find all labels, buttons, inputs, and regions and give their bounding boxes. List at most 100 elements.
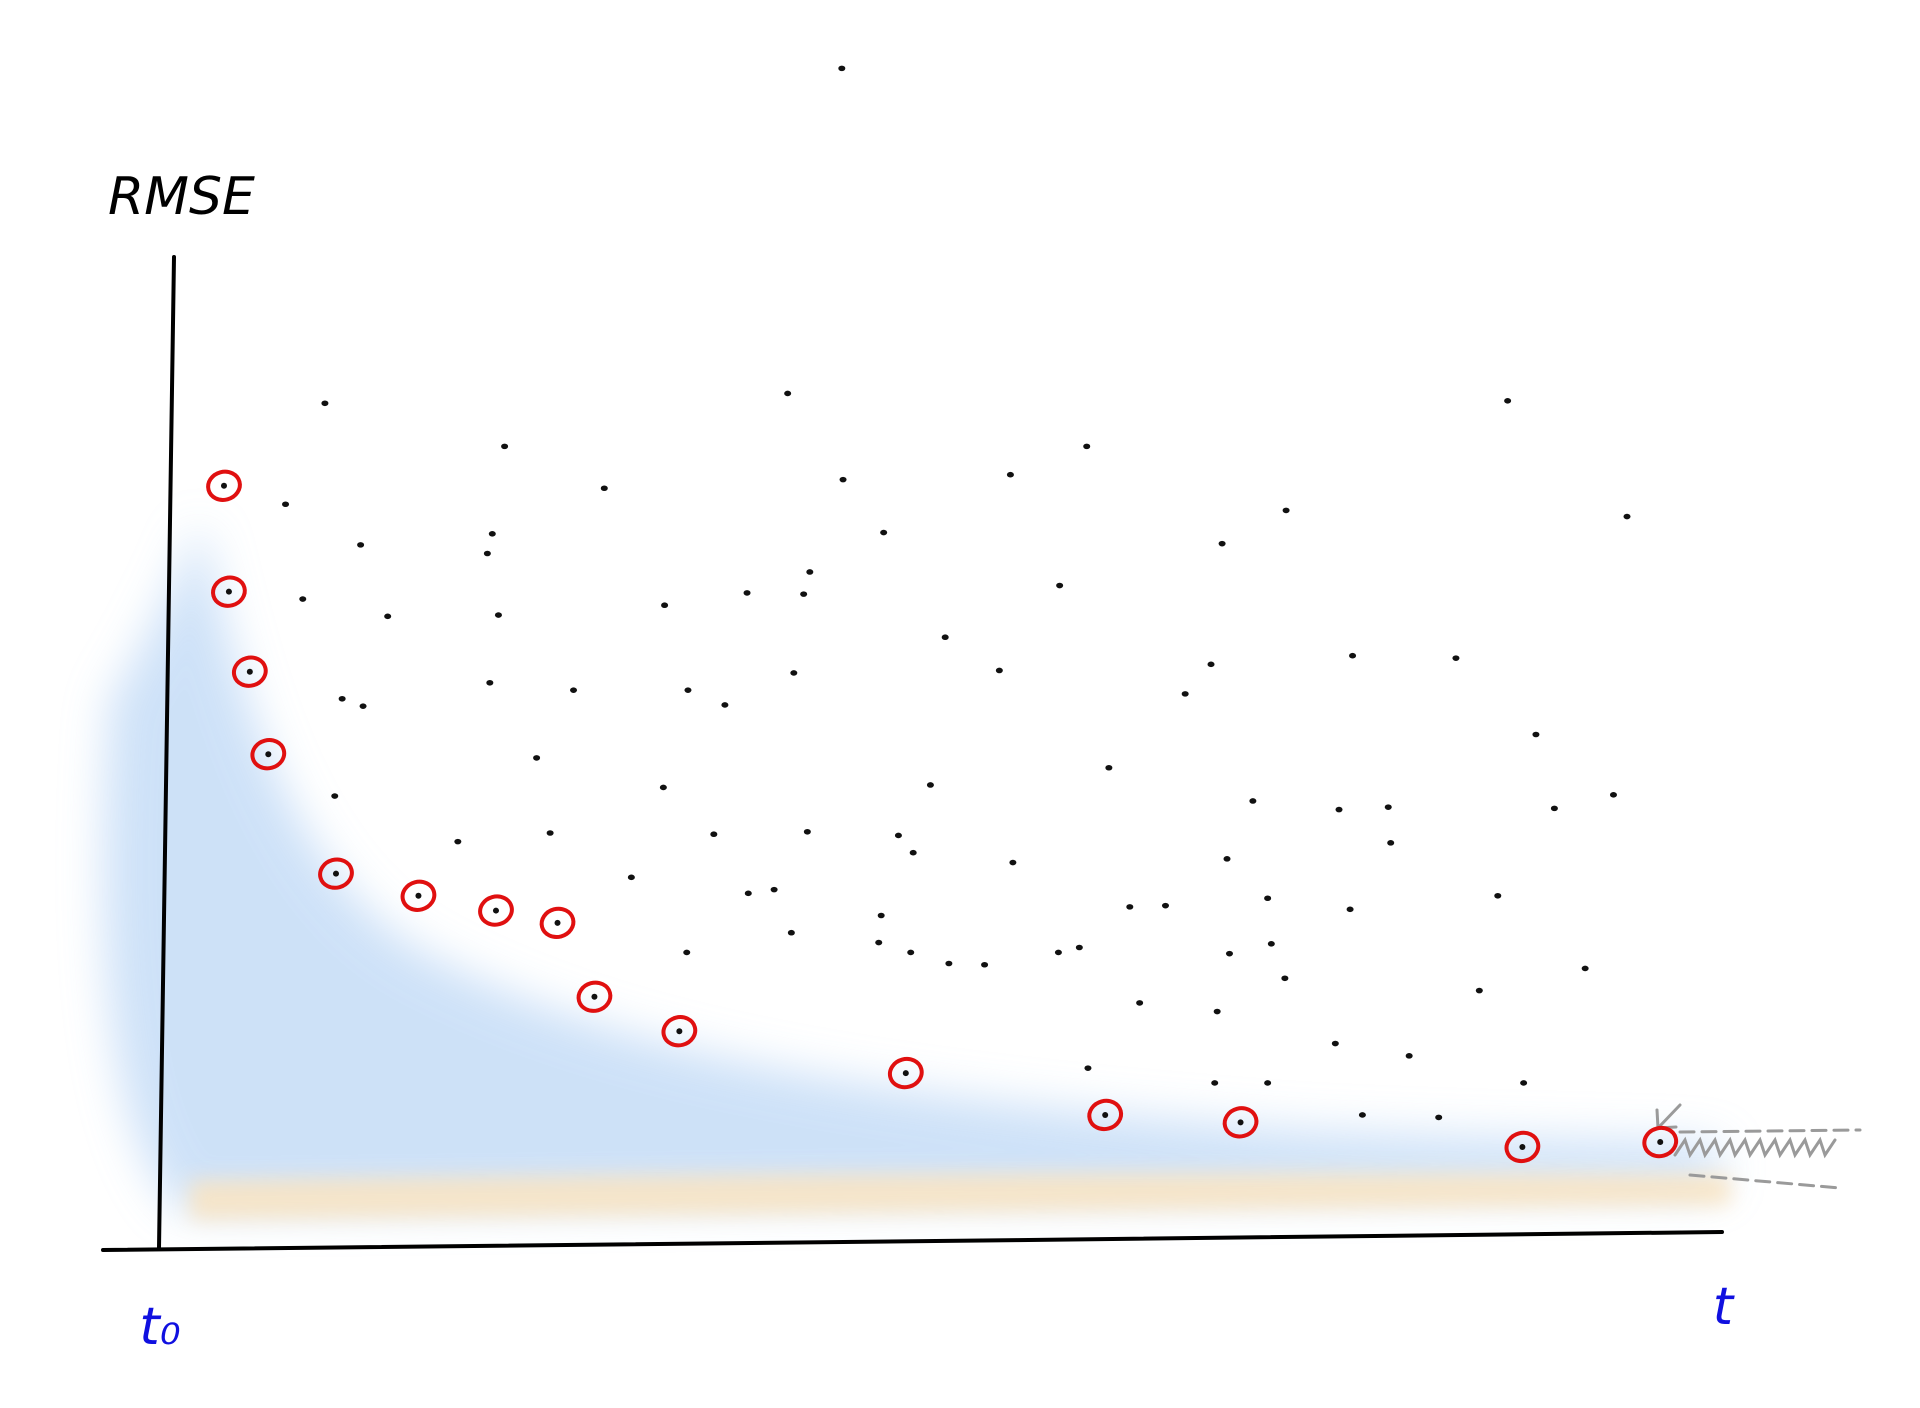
background-wash <box>103 520 1730 1220</box>
point <box>1161 902 1169 909</box>
point <box>839 476 847 483</box>
point <box>1405 1053 1413 1059</box>
point <box>338 695 346 702</box>
circled-point <box>1222 1106 1259 1139</box>
circled-point <box>576 980 613 1013</box>
point <box>945 960 953 967</box>
point-center <box>246 668 253 675</box>
point <box>546 830 554 836</box>
point-center <box>492 907 499 914</box>
point <box>1346 906 1354 913</box>
point <box>627 874 635 881</box>
point <box>710 831 718 838</box>
point <box>1335 806 1343 813</box>
circled-point <box>318 857 354 890</box>
point <box>1609 792 1617 798</box>
point-center <box>265 751 272 758</box>
point-center <box>1237 1119 1244 1126</box>
point <box>1384 804 1392 810</box>
point <box>488 531 496 537</box>
circled-point <box>211 575 247 608</box>
circled-point <box>400 879 437 912</box>
point-center <box>332 870 339 877</box>
point <box>743 590 751 596</box>
point <box>1331 1040 1339 1047</box>
point <box>501 443 509 450</box>
point-center <box>591 993 598 1000</box>
circled-point <box>1087 1098 1124 1132</box>
point-center <box>1519 1143 1526 1150</box>
point <box>1623 513 1631 520</box>
point <box>995 667 1003 674</box>
point <box>721 702 729 708</box>
point <box>790 670 798 676</box>
point <box>321 400 329 407</box>
point <box>299 596 307 602</box>
point <box>1009 859 1017 866</box>
point <box>1213 1008 1221 1015</box>
circled-point <box>539 906 576 940</box>
point <box>744 890 752 897</box>
point <box>1181 691 1189 697</box>
axes <box>101 255 1724 1252</box>
point <box>1281 975 1289 982</box>
circled-point <box>1504 1130 1541 1164</box>
x-axis <box>101 1230 1724 1252</box>
point <box>894 832 902 839</box>
point <box>494 612 502 618</box>
point <box>1084 1065 1092 1071</box>
point <box>1056 582 1064 589</box>
point <box>1264 1080 1272 1086</box>
point-center <box>1102 1111 1109 1118</box>
point <box>909 849 917 856</box>
point <box>1504 398 1512 404</box>
point-center <box>554 919 561 926</box>
point <box>357 542 365 548</box>
point <box>1105 764 1113 771</box>
point <box>877 912 885 919</box>
point <box>331 793 339 799</box>
point <box>282 501 290 508</box>
point <box>454 838 462 845</box>
x-tick-label: t₀ <box>139 1297 180 1357</box>
y-axis-label: RMSE <box>108 167 255 227</box>
point-center <box>1657 1139 1664 1146</box>
point <box>533 755 541 761</box>
point <box>1223 856 1231 862</box>
point-center <box>415 892 422 899</box>
point-center <box>676 1028 683 1035</box>
point <box>1211 1080 1219 1086</box>
point <box>1387 840 1395 846</box>
point <box>1494 892 1502 899</box>
circled-point <box>1642 1125 1679 1159</box>
point <box>1126 904 1134 910</box>
point <box>1054 949 1062 956</box>
point <box>600 485 608 492</box>
circled-point <box>250 738 287 771</box>
point <box>384 613 392 620</box>
circled-point <box>661 1015 698 1048</box>
point <box>800 591 808 597</box>
circled-point <box>231 655 268 688</box>
point <box>770 886 778 893</box>
point <box>926 782 934 788</box>
point <box>1358 1112 1366 1118</box>
circled-point <box>478 894 514 927</box>
point <box>1581 965 1589 972</box>
point <box>1207 661 1215 668</box>
point <box>1136 1000 1144 1006</box>
circled-point <box>887 1056 924 1090</box>
point <box>1006 471 1014 478</box>
point <box>570 687 578 693</box>
point <box>1349 652 1357 659</box>
point <box>661 602 669 609</box>
y-axis <box>157 255 176 1250</box>
point <box>1550 805 1558 812</box>
point <box>803 828 811 835</box>
point <box>486 679 494 686</box>
point <box>1083 443 1091 450</box>
point <box>1264 895 1272 902</box>
point <box>1218 540 1226 547</box>
point <box>483 550 491 557</box>
